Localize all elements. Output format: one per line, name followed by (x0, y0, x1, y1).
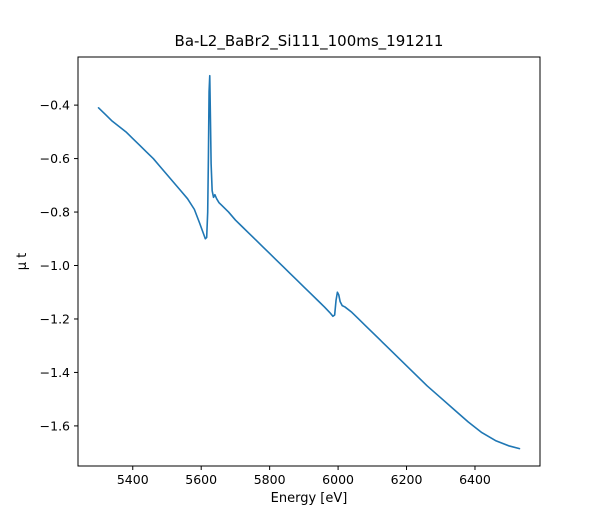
spectrum-line (97, 74, 521, 450)
chart-title: Ba-L2_BaBr2_Si111_100ms_191211 (175, 32, 444, 51)
x-tick-label: 5800 (254, 472, 286, 487)
y-tick-label: −1.6 (40, 418, 70, 433)
y-tick-label: −1.4 (40, 365, 70, 380)
x-tick-label: 6400 (459, 472, 491, 487)
x-axis-label: Energy [eV] (271, 491, 348, 506)
y-tick-label: −0.8 (40, 205, 70, 220)
plot-area (77, 56, 541, 467)
y-tick-label: −1.0 (40, 258, 70, 273)
y-axis-label: μ t (15, 253, 30, 271)
data-series (97, 74, 521, 450)
x-axis-ticks: 5400 5600 5800 6000 6200 6400 (117, 466, 491, 487)
y-tick-label: −0.4 (40, 98, 70, 113)
x-tick-label: 5600 (185, 472, 217, 487)
y-tick-label: −0.6 (40, 151, 70, 166)
y-tick-label: −1.2 (40, 311, 70, 326)
x-tick-label: 5400 (117, 472, 149, 487)
y-axis-ticks: −0.4 −0.6 −0.8 −1.0 −1.2 −1.4 −1.6 (40, 98, 78, 433)
x-tick-label: 6000 (322, 472, 354, 487)
x-tick-label: 6200 (391, 472, 423, 487)
